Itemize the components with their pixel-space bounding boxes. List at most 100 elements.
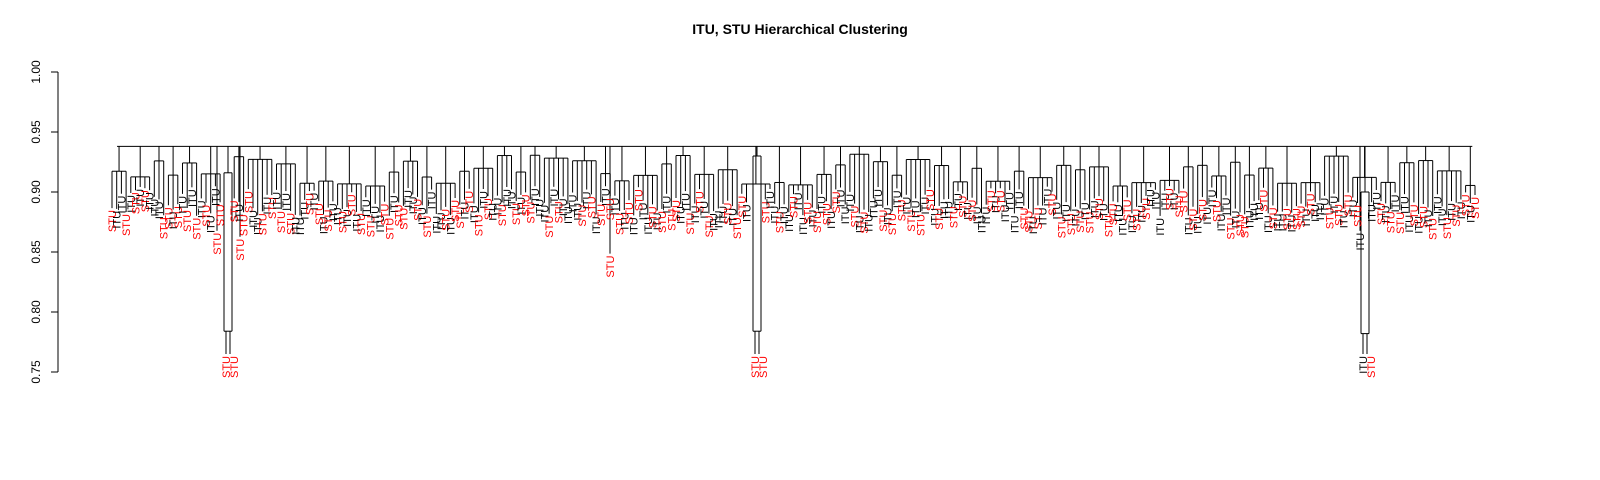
leaf-label: STU: [1103, 215, 1115, 237]
leaf-label: STU: [131, 192, 143, 214]
leaf-label: ITU: [1089, 200, 1101, 218]
leaf-label: ITU: [116, 196, 128, 214]
leaf-label: STU: [1094, 198, 1106, 220]
leaf-label: STU: [995, 190, 1007, 212]
leaf-label: ITU: [262, 197, 274, 215]
leaf-label: ITU: [784, 214, 796, 232]
leaf-label: STU: [1122, 199, 1134, 221]
leaf-label: STU: [1353, 205, 1365, 227]
leaf-label: STU: [831, 191, 843, 213]
leaf-label: ITU: [713, 210, 725, 228]
outlier-leaf-label: STU: [750, 356, 762, 378]
leaf-label: STU: [229, 200, 241, 222]
leaf-label: STU: [624, 202, 636, 224]
leaf-label: ITU: [1400, 196, 1412, 214]
leaf-label: STU: [760, 201, 772, 223]
leaf-label: STU: [948, 206, 960, 228]
leaf-label: STU: [257, 213, 269, 235]
leaf-label: STU: [789, 196, 801, 218]
leaf-label: ITU: [1136, 205, 1148, 223]
leaf-label: ITU: [845, 194, 857, 212]
leaf-label: STU: [803, 202, 815, 224]
leaf-label: ITU: [972, 206, 984, 224]
leaf-label: ITU: [779, 206, 791, 224]
leaf-labels: STUITUITUSTUITUSTUITUSTUITUITUITUSTUSTUI…: [107, 188, 1482, 378]
leaf-label: STU: [915, 214, 927, 236]
leaf-label: ITU: [436, 212, 448, 230]
leaf-label: ITU: [1155, 218, 1167, 236]
leaf-label: ITU: [601, 188, 613, 206]
leaf-label: ITU: [370, 206, 382, 224]
leaf-label: ITU: [840, 206, 852, 224]
leaf-label: STU: [812, 211, 824, 233]
leaf-label: ITU: [1080, 202, 1092, 220]
leaf-label: ITU: [1315, 202, 1327, 220]
leaf-label: STU: [666, 209, 678, 231]
leaf-label: ITU: [281, 193, 293, 211]
leaf-label: ITU: [154, 201, 166, 219]
standalone-leaf-label: STU: [212, 233, 224, 255]
leaf-label: ITU: [1381, 205, 1393, 223]
leaf-label: ITU: [793, 192, 805, 210]
leaf-label: STU: [878, 210, 890, 232]
leaf-label: ITU: [333, 207, 345, 225]
leaf-label: ITU: [1329, 196, 1341, 214]
leaf-label: STU: [1056, 216, 1068, 238]
leaf-label: ITU: [709, 213, 721, 231]
leaf-label: STU: [1409, 204, 1421, 226]
leaf-label: STU: [1268, 207, 1280, 229]
leaf-label: STU: [1019, 208, 1031, 230]
leaf-label: ITU: [1254, 202, 1266, 220]
leaf-label: ITU: [944, 201, 956, 219]
leaf-label: ITU: [126, 195, 138, 213]
leaf-label: ITU: [765, 191, 777, 209]
leaf-label: ITU: [1028, 216, 1040, 234]
leaf-label: ITU: [1160, 193, 1172, 211]
leaf-label: STU: [1066, 213, 1078, 235]
leaf-label: STU: [380, 204, 392, 226]
leaf-label: ITU: [445, 217, 457, 235]
leaf-label: ITU: [234, 204, 246, 222]
leaf-label: ITU: [1052, 202, 1064, 220]
leaf-label: ITU: [977, 215, 989, 233]
leaf-label: STU: [1324, 207, 1336, 229]
leaf-label: STU: [201, 205, 213, 227]
leaf-label: ITU: [873, 189, 885, 207]
leaf-label: ITU: [629, 217, 641, 235]
leaf-label: ITU: [149, 199, 161, 217]
leaf-label: ITU: [375, 215, 387, 233]
leaf-label: STU: [967, 200, 979, 222]
leaf-label: ITU: [1127, 215, 1139, 233]
leaf-label: ITU: [389, 195, 401, 213]
leaf-label: ITU: [939, 201, 951, 219]
leaf-label: ITU: [638, 203, 650, 221]
leaf-label: ITU: [662, 196, 674, 214]
leaf-label: ITU: [1447, 203, 1459, 221]
leaf-label: STU: [304, 193, 316, 215]
leaf-label: ITU: [558, 198, 570, 216]
leaf-label: ITU: [478, 191, 490, 209]
leaf-label: ITU: [690, 205, 702, 223]
leaf-label: ITU: [962, 202, 974, 220]
leaf-label: ITU: [1310, 204, 1322, 222]
leaf-label: ITU: [868, 200, 880, 218]
leaf-label: STU: [1033, 207, 1045, 229]
leaf-label: ITU: [145, 192, 157, 210]
leaf-label: ITU: [253, 217, 265, 235]
leaf-label: ITU: [460, 202, 472, 220]
leaf-label: ITU: [854, 215, 866, 233]
leaf-label: ITU: [1113, 204, 1125, 222]
leaf-label: STU: [671, 200, 683, 222]
leaf-label: ITU: [196, 200, 208, 218]
leaf-label: STU: [1428, 218, 1440, 240]
y-tick-label: 0.90: [29, 180, 43, 204]
leaf-label: ITU: [920, 197, 932, 215]
leaf-label: STU: [615, 213, 627, 235]
leaf-label: STU: [464, 191, 476, 213]
leaf-label: STU: [1451, 205, 1463, 227]
leaf-label: STU: [276, 211, 288, 233]
leaf-label: ITU: [1414, 216, 1426, 234]
leaf-label: ITU: [290, 217, 302, 235]
leaf-label: STU: [384, 218, 396, 240]
leaf-label: ITU: [836, 190, 848, 208]
